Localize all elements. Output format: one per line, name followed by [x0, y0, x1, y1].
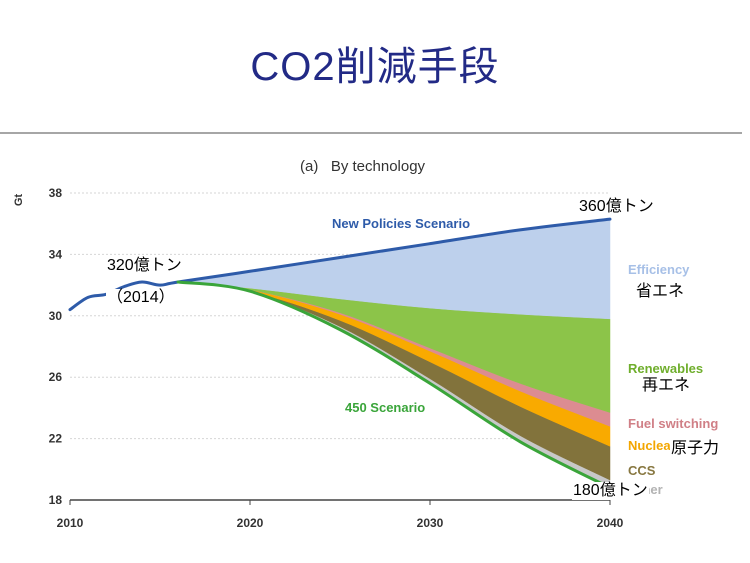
- title-divider: [0, 132, 742, 134]
- y-tick-label-30: 30: [49, 309, 63, 323]
- annotation-emissions-2014: 320億トン: [106, 257, 183, 275]
- x-tick-label-2020: 2020: [237, 516, 264, 530]
- line-450-scenario: [176, 280, 612, 490]
- legend-nuclear: Nuclear: [628, 438, 676, 453]
- chart-title: (a) By technology: [300, 158, 426, 175]
- stacked-areas: [177, 218, 611, 489]
- legend-renewables: Renewables: [628, 361, 704, 376]
- annotation-renewables-jp: 再エネ: [641, 377, 692, 395]
- y-tick-label-18: 18: [49, 493, 63, 507]
- y-tick-label-34: 34: [49, 247, 63, 261]
- y-tick-label-26: 26: [49, 370, 63, 384]
- scenario-lines: [68, 217, 612, 490]
- x-axis: 2010 2020 2030 2040: [57, 499, 624, 530]
- x-tick-label-2010: 2010: [57, 516, 84, 530]
- annotation-efficiency-jp: 省エネ: [635, 283, 686, 301]
- new-policies-scenario-label: New Policies Scenario: [332, 216, 471, 231]
- 450-scenario-label: 450 Scenario: [345, 400, 426, 415]
- y-tick-label-22: 22: [49, 432, 63, 446]
- annotation-nps-2040: 360億トン: [578, 198, 655, 216]
- annotation-nuclear-jp: 原子力: [670, 440, 721, 458]
- legend-efficiency: Efficiency: [628, 262, 690, 277]
- x-tick-label-2030: 2030: [417, 516, 444, 530]
- annotation-450-2040: 180億トン: [572, 482, 649, 500]
- y-tick-label-38: 38: [49, 186, 63, 200]
- annotation-year-2014: （2014）: [106, 289, 176, 307]
- legend-fuel-switching: Fuel switching: [628, 416, 719, 431]
- area-efficiency: [177, 218, 611, 320]
- y-axis: 18 22 26 30 34 38: [49, 186, 63, 507]
- legend-ccs: CCS: [628, 463, 656, 478]
- slide-title: CO2削減手段: [250, 45, 500, 89]
- x-tick-label-2040: 2040: [597, 516, 624, 530]
